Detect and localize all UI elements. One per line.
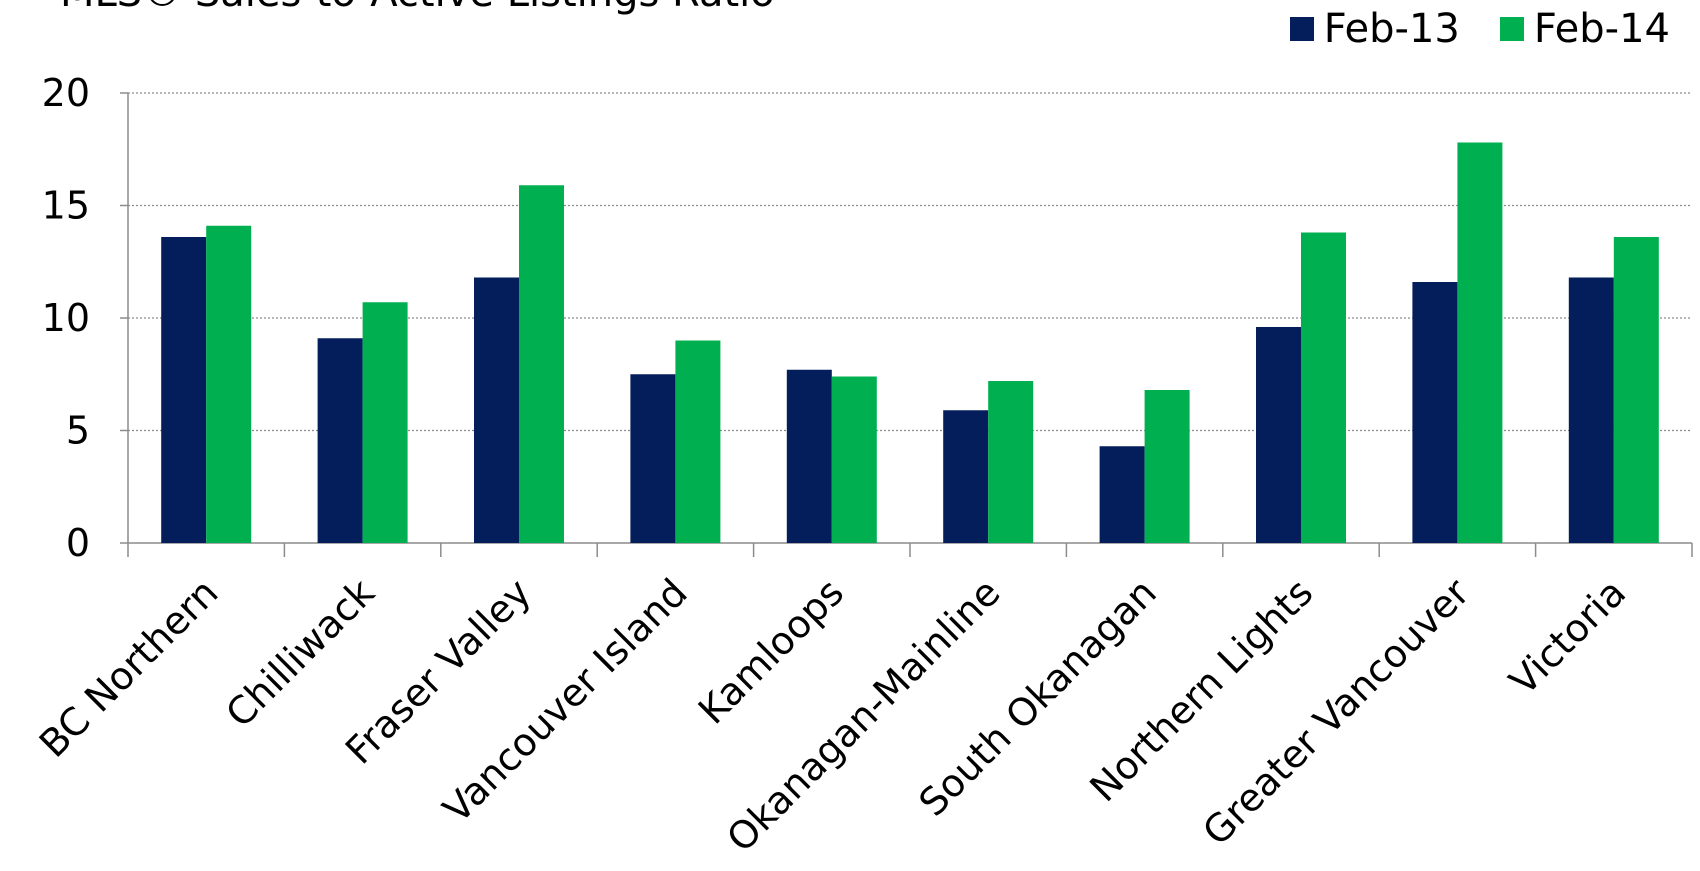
legend-swatch-feb-14 [1499, 17, 1524, 41]
bar-feb-13-4 [786, 369, 832, 543]
bar-feb-14-1 [362, 302, 408, 543]
bar-feb-14-8 [1457, 142, 1503, 543]
x-tick-label-8: Greater Vancouver [1194, 570, 1478, 854]
legend-label-feb-13: Feb-13 [1323, 6, 1460, 52]
bar-feb-14-0 [206, 225, 252, 543]
bar-feb-14-9 [1613, 237, 1659, 543]
bar-feb-14-2 [519, 185, 564, 543]
y-tick-label-5: 5 [66, 409, 90, 453]
legend-item-feb-14: Feb-14 [1499, 6, 1670, 52]
x-tick-label-5: Okanagan-Mainline [718, 570, 1008, 860]
y-tick-label-15: 15 [42, 184, 90, 228]
legend: Feb-13 Feb-14 [1289, 6, 1670, 52]
bar-feb-14-5 [988, 381, 1034, 543]
bar-feb-14-4 [831, 376, 877, 543]
bar-feb-13-1 [317, 338, 363, 543]
x-tick-label-9: Victoria [1501, 570, 1634, 703]
bar-feb-13-6 [1099, 446, 1145, 543]
chart-title: MLS® Sales-to-Active Listings Ratio [60, 0, 775, 16]
bar-feb-14-3 [675, 340, 721, 543]
y-tick-label-10: 10 [42, 296, 90, 340]
bar-feb-13-0 [161, 237, 207, 543]
bar-feb-14-6 [1144, 390, 1190, 543]
legend-swatch-feb-13 [1289, 17, 1314, 41]
bar-feb-13-3 [630, 374, 676, 543]
bar-feb-13-2 [474, 277, 519, 543]
x-tick-label-4: Kamloops [690, 570, 852, 732]
x-tick-label-1: Chilliwack [217, 570, 383, 736]
y-tick-label-0: 0 [66, 521, 90, 565]
bar-feb-13-5 [943, 410, 989, 543]
x-tick-label-0: BC Northern [31, 570, 227, 766]
bar-feb-13-7 [1256, 327, 1301, 543]
legend-label-feb-14: Feb-14 [1533, 6, 1670, 52]
bar-feb-13-9 [1568, 277, 1614, 543]
bar-feb-13-8 [1412, 282, 1458, 543]
y-tick-label-20: 20 [42, 71, 90, 115]
legend-item-feb-13: Feb-13 [1289, 6, 1460, 52]
bar-feb-14-7 [1301, 232, 1346, 543]
